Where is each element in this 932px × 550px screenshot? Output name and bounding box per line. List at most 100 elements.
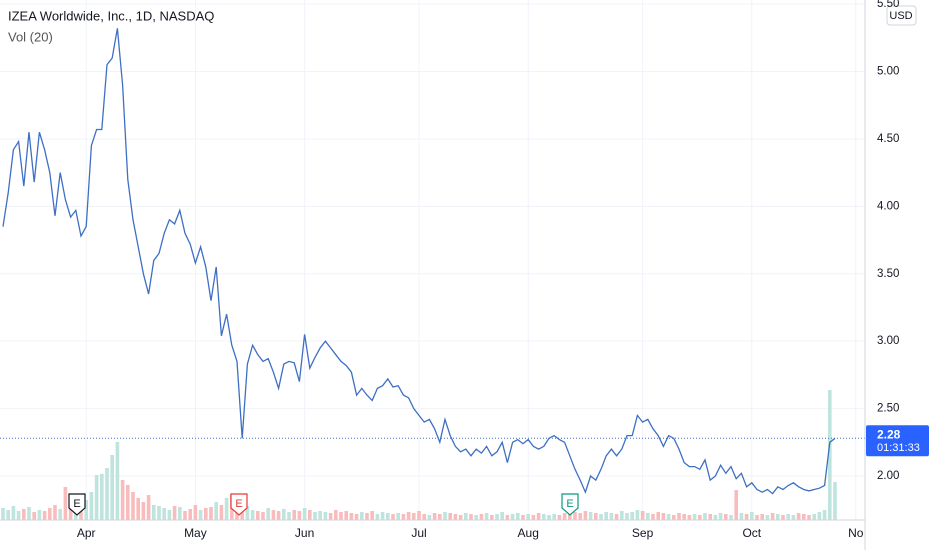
volume-bar: [146, 495, 151, 520]
x-tick-label: Jun: [295, 526, 314, 540]
volume-bar: [552, 514, 556, 520]
volume-bar: [209, 507, 213, 520]
volume-bar: [630, 512, 634, 520]
volume-bar: [167, 510, 172, 520]
volume-bar: [817, 512, 822, 520]
volume-bar: [240, 508, 244, 520]
x-tick-label: Jul: [411, 526, 426, 540]
volume-bar: [646, 513, 650, 520]
volume-bar: [219, 505, 224, 520]
x-tick-label: No: [848, 526, 864, 540]
earnings-marker: [230, 493, 248, 516]
volume-bar: [536, 513, 541, 520]
volume-bar: [412, 513, 416, 520]
volume-bar: [396, 513, 400, 520]
volume-bar: [16, 511, 21, 520]
volume-bar: [282, 509, 286, 520]
earnings-marker: [561, 493, 579, 516]
volume-bar: [614, 514, 619, 520]
volume-bar: [302, 508, 307, 520]
volume-bar: [183, 511, 187, 520]
volume-bar: [32, 512, 36, 520]
volume-bar: [744, 514, 749, 520]
volume-bar: [692, 514, 697, 520]
volume-bar: [110, 455, 114, 520]
volume-bar: [22, 509, 26, 520]
volume-bar: [276, 511, 281, 520]
volume-bar: [214, 502, 218, 520]
currency: USD: [889, 10, 912, 22]
volume-bar: [807, 515, 811, 520]
volume-bar: [583, 511, 588, 520]
volume-bar: [490, 515, 494, 520]
volume-bar: [635, 510, 640, 520]
volume-bar: [224, 498, 229, 520]
volume-bar: [562, 513, 567, 520]
volume-bar: [417, 511, 421, 520]
x-tick-label: Apr: [77, 526, 96, 540]
volume-bar: [448, 513, 452, 520]
volume-bar: [672, 515, 676, 520]
volume-bar: [432, 513, 437, 520]
volume-bar: [328, 513, 333, 520]
volume-bar: [802, 514, 806, 520]
volume-bar: [557, 515, 562, 520]
y-tick-label: 2.00: [877, 470, 899, 482]
volume-bar: [100, 474, 104, 520]
volume-bar: [765, 515, 770, 520]
volume-bar: [131, 492, 135, 520]
volume-bar: [94, 475, 99, 520]
y-tick-label: 4.50: [877, 133, 899, 145]
volume-bar: [27, 507, 31, 520]
volume-bar: [474, 515, 478, 520]
volume-bar: [718, 513, 723, 520]
volume-bar: [344, 511, 348, 520]
volume-bar: [588, 512, 593, 520]
volume-bar: [141, 502, 146, 520]
volume-bar: [266, 508, 270, 520]
volume-bar: [687, 515, 692, 520]
volume-bar: [391, 514, 395, 520]
volume-bar: [422, 514, 426, 520]
volume-bar: [531, 515, 536, 520]
volume-bar: [656, 512, 660, 520]
volume-bar: [651, 514, 655, 520]
x-tick-label: Oct: [742, 526, 761, 540]
volume-bar: [375, 514, 380, 520]
volume-bar: [1, 508, 5, 520]
volume-bar: [698, 515, 702, 520]
volume-bar: [261, 512, 265, 520]
volume-bar: [516, 513, 520, 520]
y-tick-label: 3.50: [877, 268, 899, 280]
volume-bar: [677, 513, 681, 520]
volume-bar: [640, 511, 645, 520]
volume-bar: [750, 512, 754, 520]
volume-bar: [157, 506, 161, 520]
volume-bar: [453, 514, 458, 520]
volume-bar: [682, 514, 686, 520]
volume-bar: [776, 514, 780, 520]
currency-box[interactable]: [886, 5, 917, 26]
volume-bar: [370, 511, 374, 520]
volume-bar: [84, 500, 88, 520]
volume-bar: [292, 510, 296, 520]
volume-bar: [360, 512, 364, 520]
volume-bar: [11, 506, 16, 520]
countdown: 01:31:33: [877, 442, 920, 454]
volume-bar: [443, 512, 447, 520]
grid: [0, 0, 865, 520]
volume-bar: [6, 510, 10, 520]
axis: 2.00 2.50 3.00 3.50 4.00 4.50 5.00 5.50 Apr May Ju…: [68, 0, 929, 540]
volume-bar: [479, 514, 484, 520]
volume-bar: [271, 510, 276, 520]
volume-bar: [339, 512, 343, 520]
volume-bar: [68, 502, 73, 520]
last-price-box: [866, 425, 929, 457]
volume-bar: [484, 513, 489, 520]
volume-bar: [703, 513, 707, 520]
volume-bar: [822, 510, 827, 520]
volume-bar: [42, 511, 47, 520]
volume-bar: [198, 510, 203, 520]
x-tick-label: Aug: [518, 526, 539, 540]
